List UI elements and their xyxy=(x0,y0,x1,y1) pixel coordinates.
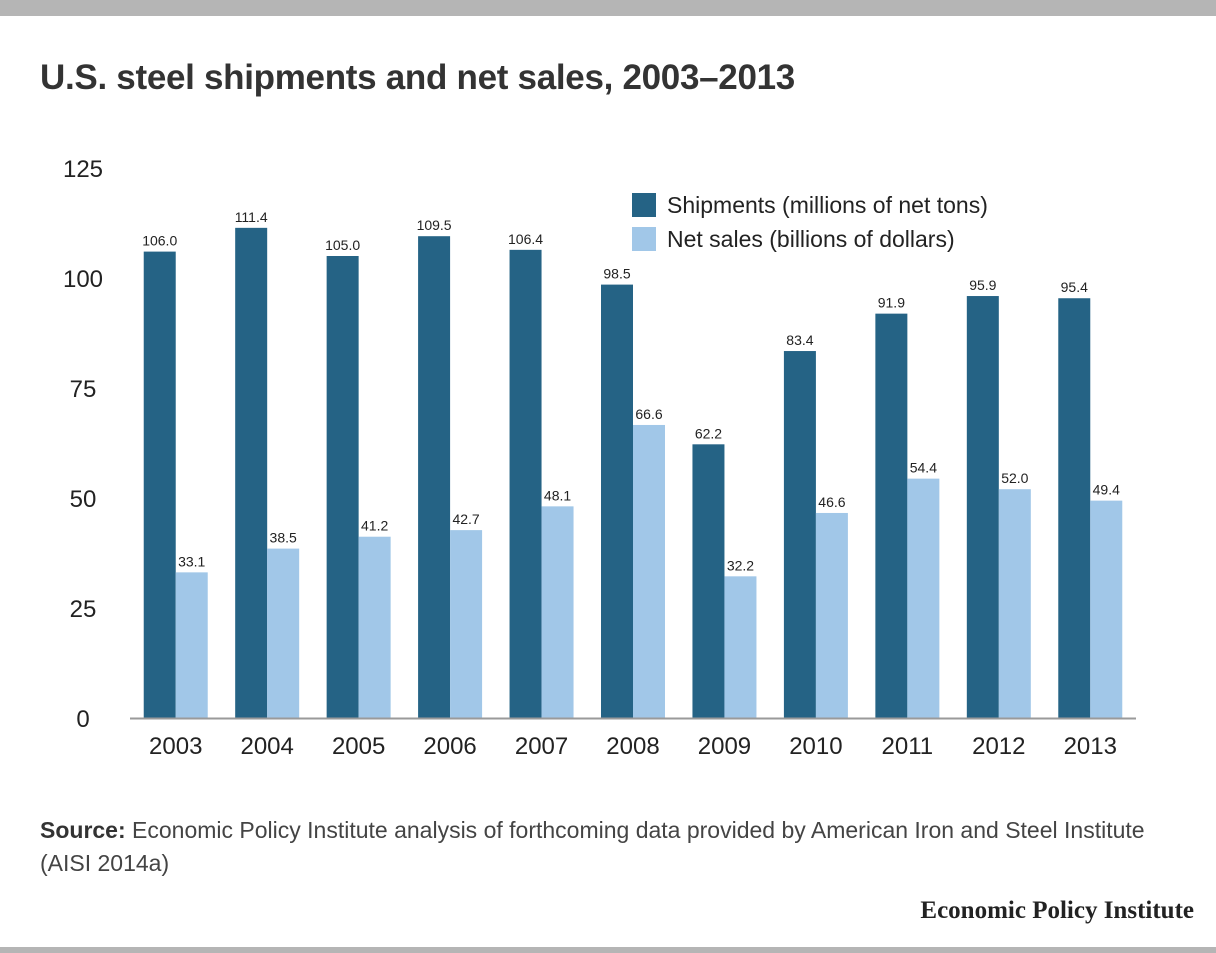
y-tick-label: 75 xyxy=(70,376,97,403)
net-sales-bar xyxy=(450,530,483,718)
net-sales-data-label: 52.0 xyxy=(1001,470,1028,486)
shipments-bar xyxy=(143,251,176,718)
y-tick-label: 25 xyxy=(70,596,97,623)
y-tick-label: 125 xyxy=(63,156,103,183)
y-tick-label: 100 xyxy=(63,266,103,293)
shipments-bar xyxy=(1058,298,1091,718)
x-tick-label: 2008 xyxy=(606,733,659,760)
shipments-data-label: 109.5 xyxy=(417,217,452,233)
net-sales-bar xyxy=(815,512,848,718)
shipments-data-label: 62.2 xyxy=(695,425,722,441)
net-sales-data-label: 46.6 xyxy=(818,494,845,510)
legend-label: Shipments (millions of net tons) xyxy=(667,192,988,218)
net-sales-data-label: 41.2 xyxy=(361,518,388,534)
shipments-data-label: 95.9 xyxy=(969,277,996,293)
x-tick-label: 2005 xyxy=(332,733,385,760)
shipments-bar xyxy=(601,284,633,718)
legend-swatch xyxy=(632,227,656,251)
net-sales-bar xyxy=(358,536,391,718)
net-sales-data-label: 38.5 xyxy=(270,530,297,546)
net-sales-bar xyxy=(267,548,300,718)
y-tick-label: 50 xyxy=(70,486,97,513)
source-text: Economic Policy Institute analysis of fo… xyxy=(40,817,1145,876)
shipments-data-label: 95.4 xyxy=(1061,279,1088,295)
shipments-bar xyxy=(326,256,359,718)
net-sales-bar xyxy=(724,576,757,718)
net-sales-bar xyxy=(1090,500,1123,718)
net-sales-bar xyxy=(907,478,940,718)
shipments-bar xyxy=(783,351,816,718)
x-tick-label: 2012 xyxy=(972,733,1025,760)
x-tick-label: 2006 xyxy=(423,733,476,760)
shipments-bar xyxy=(966,296,999,718)
shipments-data-label: 98.5 xyxy=(603,266,630,282)
net-sales-data-label: 66.6 xyxy=(635,406,662,422)
x-tick-label: 2013 xyxy=(1064,733,1117,760)
x-tick-label: 2010 xyxy=(789,733,842,760)
shipments-data-label: 106.4 xyxy=(508,231,543,247)
net-sales-data-label: 32.2 xyxy=(727,557,754,573)
x-tick-label: 2003 xyxy=(149,733,202,760)
bar-chart: 0 25 50 75 100 125 106.0 33.1 2003 111.4 38.5 2004 1… xyxy=(63,156,1136,760)
net-sales-bar xyxy=(633,424,665,718)
shipments-data-label: 91.9 xyxy=(878,295,905,311)
x-tick-label: 2011 xyxy=(882,733,934,760)
net-sales-data-label: 48.1 xyxy=(544,487,571,503)
shipments-bar xyxy=(875,313,908,718)
legend-swatch xyxy=(632,193,656,217)
brand-logo: Economic Policy Institute xyxy=(920,897,1194,924)
top-border-bar xyxy=(0,0,1216,16)
shipments-bar xyxy=(509,249,542,718)
shipments-data-label: 83.4 xyxy=(786,332,813,348)
shipments-data-label: 106.0 xyxy=(142,233,177,249)
chart-title: U.S. steel shipments and net sales, 2003… xyxy=(40,58,795,97)
x-tick-label: 2004 xyxy=(240,733,293,760)
net-sales-bar xyxy=(175,572,208,718)
shipments-data-label: 111.4 xyxy=(235,209,268,225)
net-sales-data-label: 33.1 xyxy=(178,553,205,569)
net-sales-data-label: 49.4 xyxy=(1093,482,1120,498)
bottom-border-bar xyxy=(0,947,1216,953)
legend-label: Net sales (billions of dollars) xyxy=(667,226,955,252)
shipments-bar xyxy=(418,236,451,718)
source-note: Source: Economic Policy Institute analys… xyxy=(40,814,1160,880)
net-sales-bar xyxy=(541,506,574,718)
net-sales-bar xyxy=(998,489,1031,718)
shipments-bar xyxy=(692,444,725,718)
x-tick-label: 2009 xyxy=(698,733,751,760)
net-sales-data-label: 54.4 xyxy=(910,460,937,476)
source-label: Source: xyxy=(40,817,126,843)
shipments-bar xyxy=(235,227,268,718)
shipments-data-label: 105.0 xyxy=(325,237,360,253)
net-sales-data-label: 42.7 xyxy=(452,511,479,527)
y-tick-label: 0 xyxy=(76,706,89,733)
x-tick-label: 2007 xyxy=(515,733,568,760)
